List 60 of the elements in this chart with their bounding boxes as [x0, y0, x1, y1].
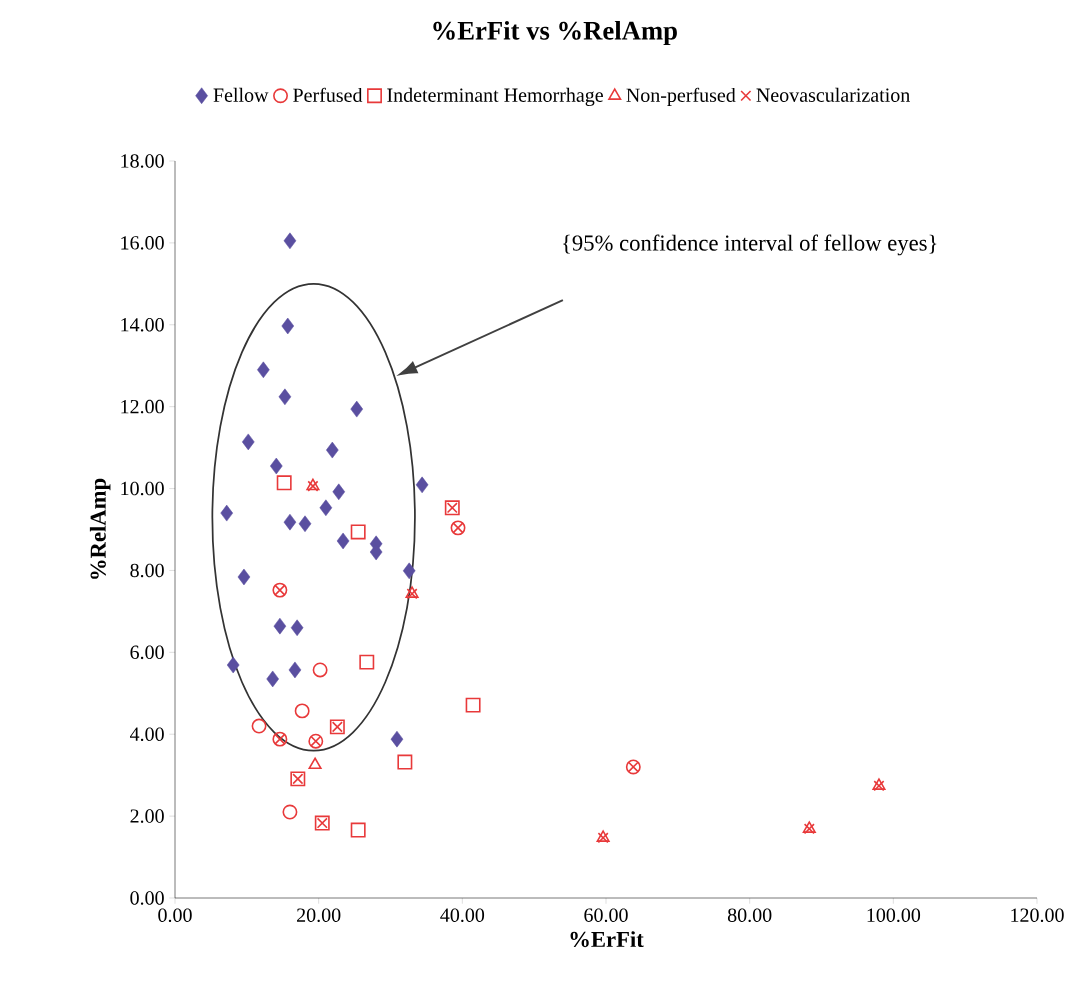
point: [226, 656, 240, 674]
point: [332, 483, 346, 501]
y-tick-label: 18.00: [121, 154, 164, 168]
y-tick-label: 0.00: [130, 891, 164, 905]
point: [242, 433, 255, 451]
legend-label: Fellow: [213, 87, 269, 102]
y-tick-label: 16.00: [121, 236, 164, 250]
point: [312, 662, 328, 678]
y-tick-label: 10.00: [121, 481, 164, 496]
point: [465, 697, 481, 713]
point: [276, 475, 292, 491]
point: [278, 388, 292, 406]
point: [282, 804, 298, 820]
y-tick-label: 12.00: [121, 399, 164, 414]
x-tick-label: 60.00: [584, 908, 628, 922]
point: [350, 822, 366, 838]
y-axis-title: %RelAmp: [89, 478, 111, 579]
point: [350, 524, 366, 540]
point: [397, 754, 413, 770]
x-axis-title: %ErFit: [570, 931, 644, 948]
point: [257, 361, 270, 379]
y-tick-label: 4.00: [130, 727, 164, 742]
legend-label: Perfused: [293, 87, 363, 102]
point: [288, 661, 302, 679]
point: [220, 504, 233, 522]
legend-label: Non-perfused: [626, 87, 736, 107]
point: [283, 513, 297, 531]
legend-label: Neovascularization: [756, 87, 910, 102]
point: [415, 476, 429, 494]
point: [266, 670, 279, 688]
point: [290, 619, 304, 637]
point: [326, 441, 339, 459]
point: [350, 400, 364, 418]
legend-label: Indeterminant Hemorrhage: [387, 87, 603, 106]
point: [336, 532, 350, 550]
point: [281, 317, 295, 335]
point: [402, 562, 416, 580]
y-tick-label: 2.00: [130, 809, 164, 823]
point: [294, 703, 310, 719]
x-tick-label: 80.00: [727, 908, 772, 922]
point: [359, 654, 375, 670]
point: [308, 757, 322, 770]
y-tick-label: 8.00: [130, 563, 164, 578]
point: [390, 730, 404, 748]
point: [251, 718, 267, 734]
point: [270, 457, 283, 475]
point: [319, 499, 333, 517]
point: [283, 232, 297, 250]
chart-title: %ErFit vs %RelAmp: [433, 20, 677, 46]
point: [273, 617, 287, 635]
x-tick-label: 120.00: [1011, 908, 1064, 922]
x-tick-label: 20.00: [297, 908, 341, 922]
annotation: {95% confidence interval of fellow eyes}: [563, 234, 937, 256]
x-tick-label: 100.00: [867, 908, 921, 922]
point: [298, 515, 312, 533]
x-tick-label: 0.00: [158, 908, 192, 922]
point: [237, 568, 251, 586]
y-tick-label: 14.00: [121, 317, 164, 332]
x-tick-label: 40.00: [440, 908, 485, 922]
y-tick-label: 6.00: [130, 645, 164, 660]
